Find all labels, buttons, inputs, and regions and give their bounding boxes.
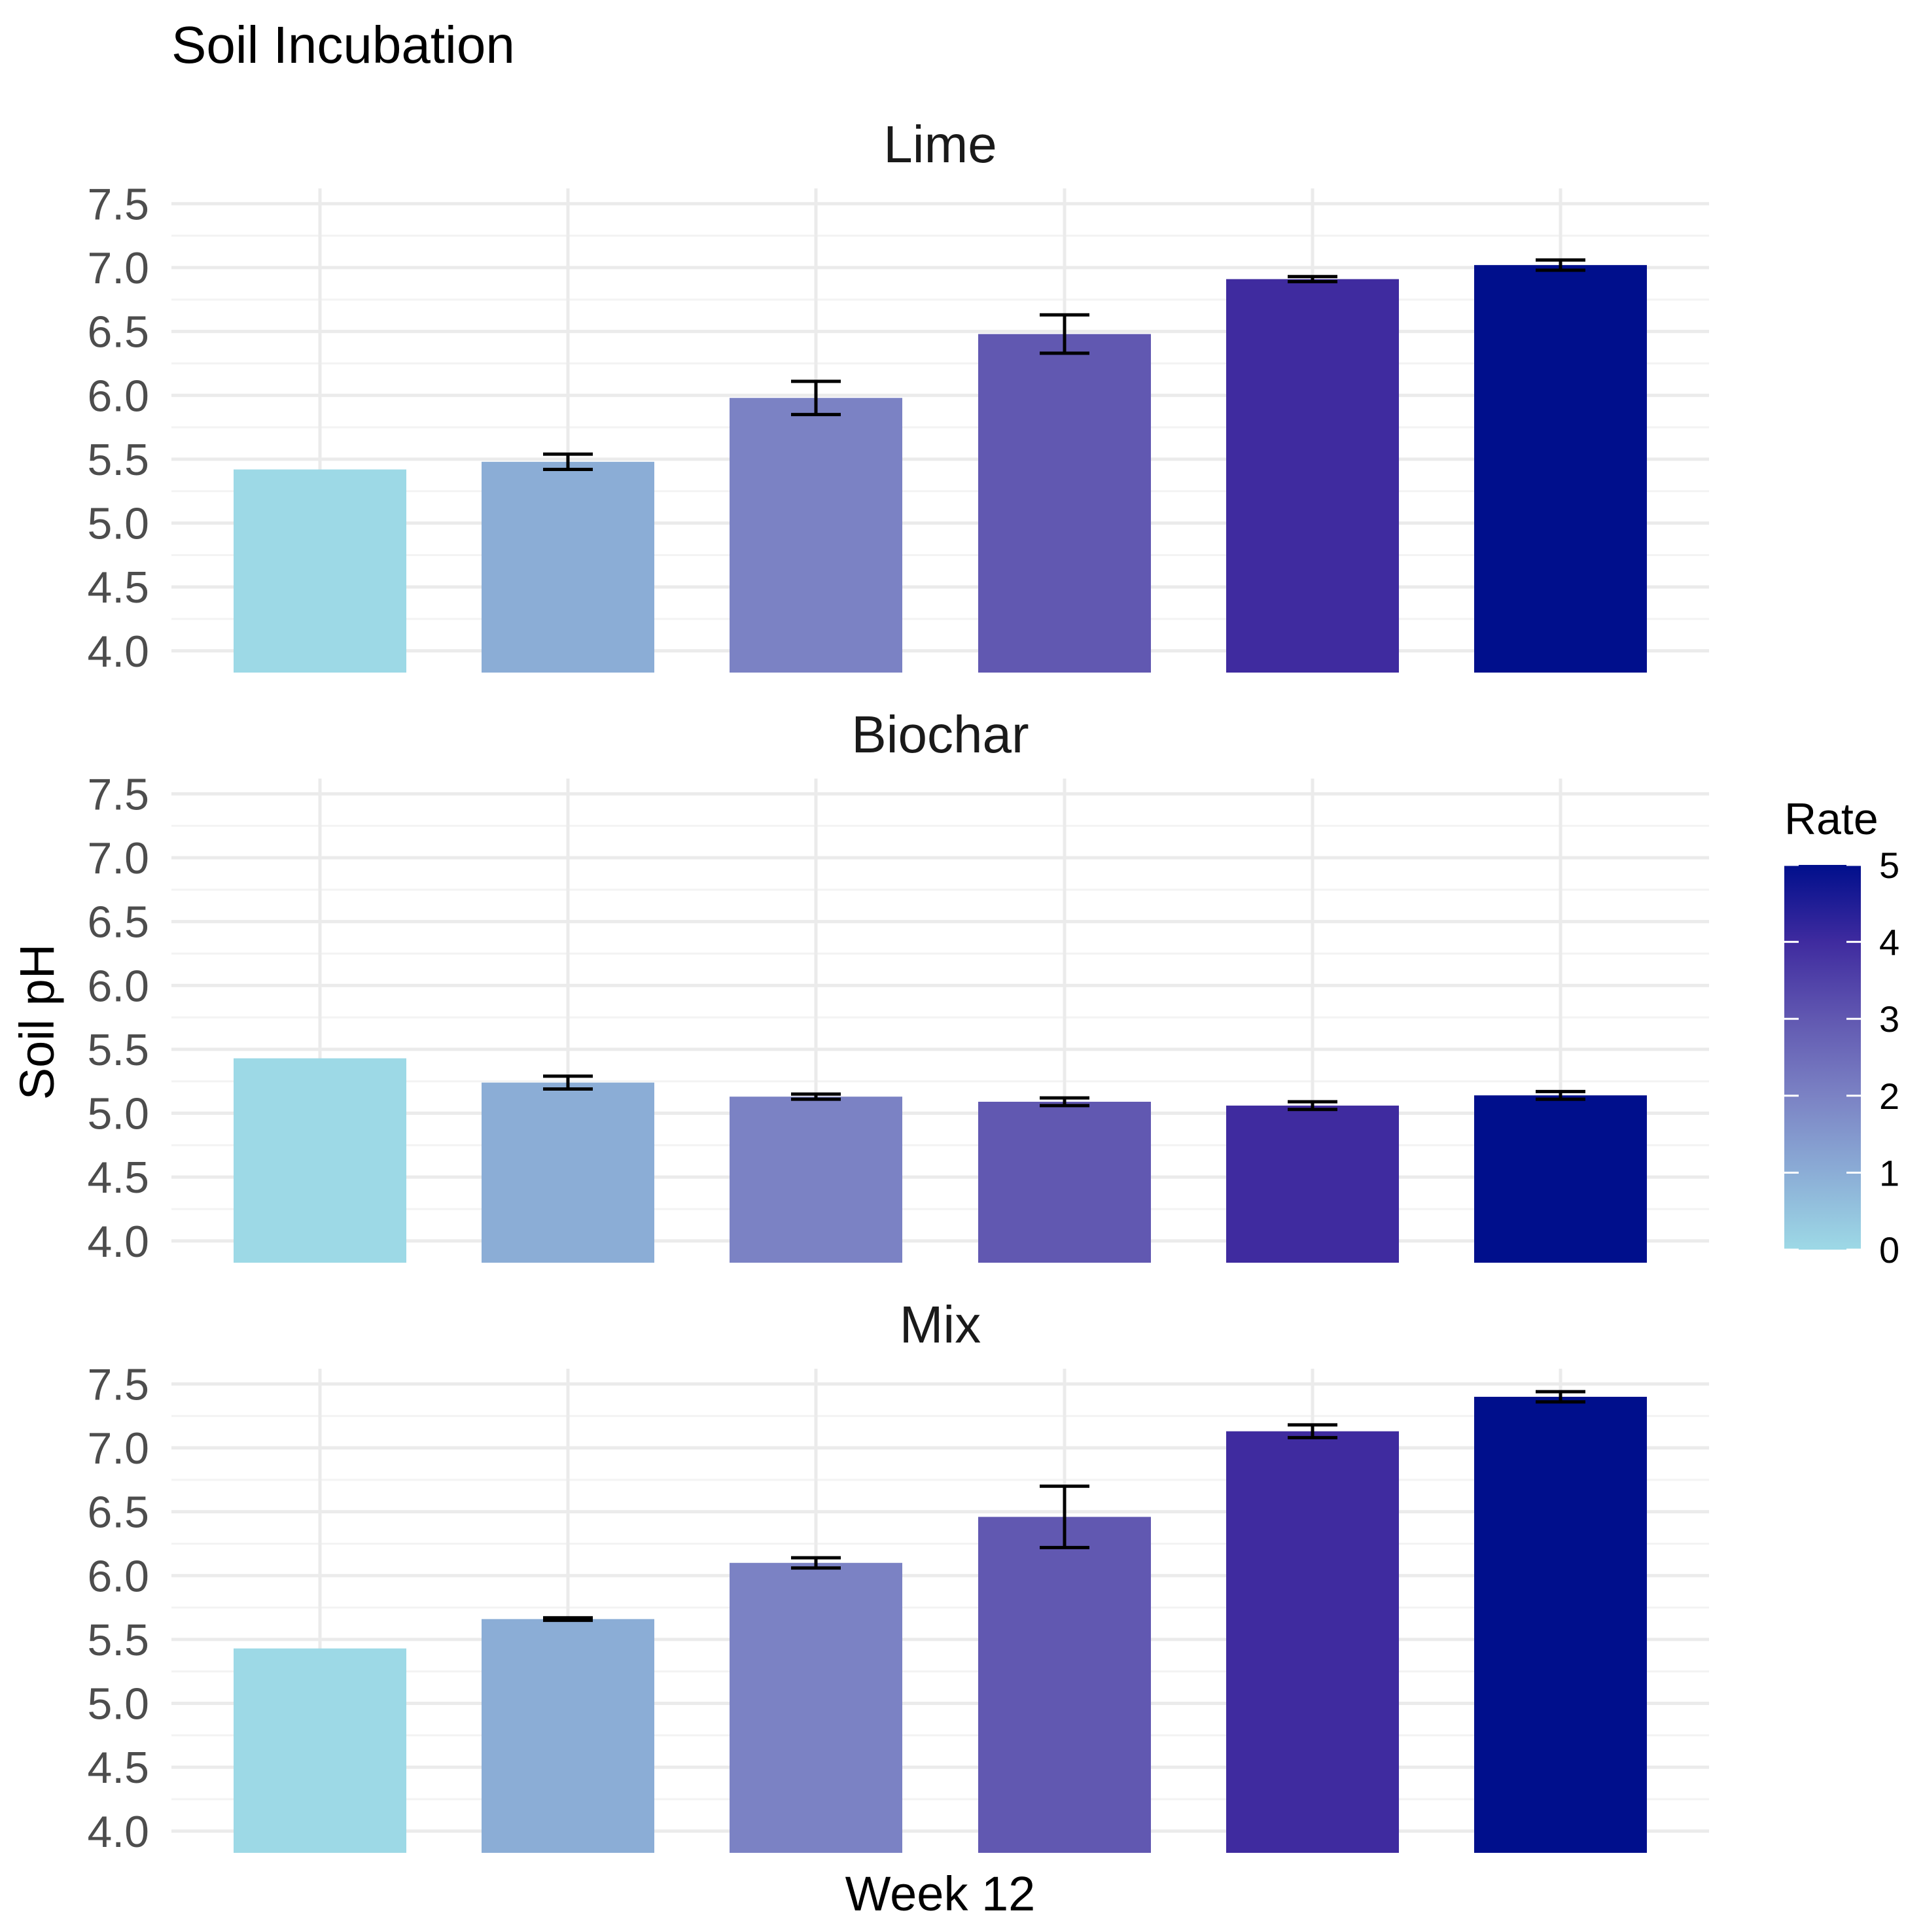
legend-tick-label: 2 xyxy=(1879,1076,1899,1117)
bar xyxy=(1474,1396,1647,1853)
bar xyxy=(978,1517,1151,1853)
panel-title: Lime xyxy=(883,115,997,173)
y-tick-label: 7.5 xyxy=(87,769,149,819)
y-tick-label: 7.5 xyxy=(87,1360,149,1409)
legend-tick-label: 1 xyxy=(1879,1152,1899,1193)
bar xyxy=(1474,1095,1647,1263)
y-tick-label: 5.5 xyxy=(87,1025,149,1075)
legend-title: Rate xyxy=(1784,794,1879,844)
panel-title: Mix xyxy=(900,1295,981,1354)
y-tick-label: 4.0 xyxy=(87,627,149,676)
y-tick-label: 7.0 xyxy=(87,1424,149,1473)
y-tick-label: 5.5 xyxy=(87,435,149,485)
y-tick-label: 7.0 xyxy=(87,834,149,883)
bar xyxy=(978,1101,1151,1263)
y-tick-label: 6.0 xyxy=(87,371,149,421)
bar xyxy=(978,334,1151,673)
bar xyxy=(1226,1105,1399,1263)
y-tick-label: 6.5 xyxy=(87,307,149,357)
bar xyxy=(482,1619,654,1853)
y-axis-label: Soil pH xyxy=(10,944,64,1100)
bar xyxy=(482,461,654,673)
y-tick-label: 4.5 xyxy=(87,563,149,612)
legend-tick-label: 0 xyxy=(1879,1229,1899,1271)
y-tick-label: 5.0 xyxy=(87,499,149,549)
y-tick-label: 4.0 xyxy=(87,1217,149,1267)
x-axis-label: Week 12 xyxy=(845,1867,1036,1921)
bar xyxy=(234,1648,406,1853)
panels: Lime 4.0 4.5 5.0 5.5 6.0 6.5 7.0 7.5 Biochar 4.0 4.… xyxy=(87,115,1709,1857)
y-tick-label: 5.5 xyxy=(87,1615,149,1665)
bar xyxy=(730,1097,902,1263)
bar xyxy=(1226,1431,1399,1853)
panel-title: Biochar xyxy=(851,705,1029,764)
panel-biochar: Biochar 4.0 4.5 5.0 5.5 6.0 6.5 7.0 7.5 xyxy=(87,705,1709,1267)
bar xyxy=(730,398,902,673)
legend: Rate 0 1 2 3 4 5 xyxy=(1784,794,1899,1271)
bar xyxy=(234,469,406,673)
y-tick-label: 6.0 xyxy=(87,1551,149,1601)
y-tick-label: 4.5 xyxy=(87,1743,149,1793)
chart-title: Soil Incubation xyxy=(171,16,515,74)
legend-tick-label: 4 xyxy=(1879,922,1899,963)
panel-mix: Mix 4.0 4.5 5.0 5.5 6.0 6.5 7.0 7.5 xyxy=(87,1295,1709,1857)
y-tick-label: 5.0 xyxy=(87,1679,149,1729)
legend-colorbar xyxy=(1784,865,1861,1250)
y-tick-label: 6.0 xyxy=(87,961,149,1011)
y-tick-label: 7.5 xyxy=(87,179,149,229)
bar xyxy=(730,1562,902,1853)
legend-tick-label: 5 xyxy=(1879,845,1899,886)
y-tick-label: 6.5 xyxy=(87,898,149,947)
bar xyxy=(1474,265,1647,673)
bar xyxy=(1226,279,1399,673)
panel-lime: Lime 4.0 4.5 5.0 5.5 6.0 6.5 7.0 7.5 xyxy=(87,115,1709,676)
bar xyxy=(234,1058,406,1263)
bar xyxy=(482,1082,654,1263)
y-tick-label: 4.0 xyxy=(87,1807,149,1857)
legend-ticks: 0 1 2 3 4 5 xyxy=(1784,845,1899,1271)
y-tick-label: 7.0 xyxy=(87,243,149,293)
y-tick-label: 6.5 xyxy=(87,1488,149,1537)
y-tick-label: 5.0 xyxy=(87,1089,149,1139)
y-tick-label: 4.5 xyxy=(87,1153,149,1203)
legend-tick-label: 3 xyxy=(1879,998,1899,1040)
